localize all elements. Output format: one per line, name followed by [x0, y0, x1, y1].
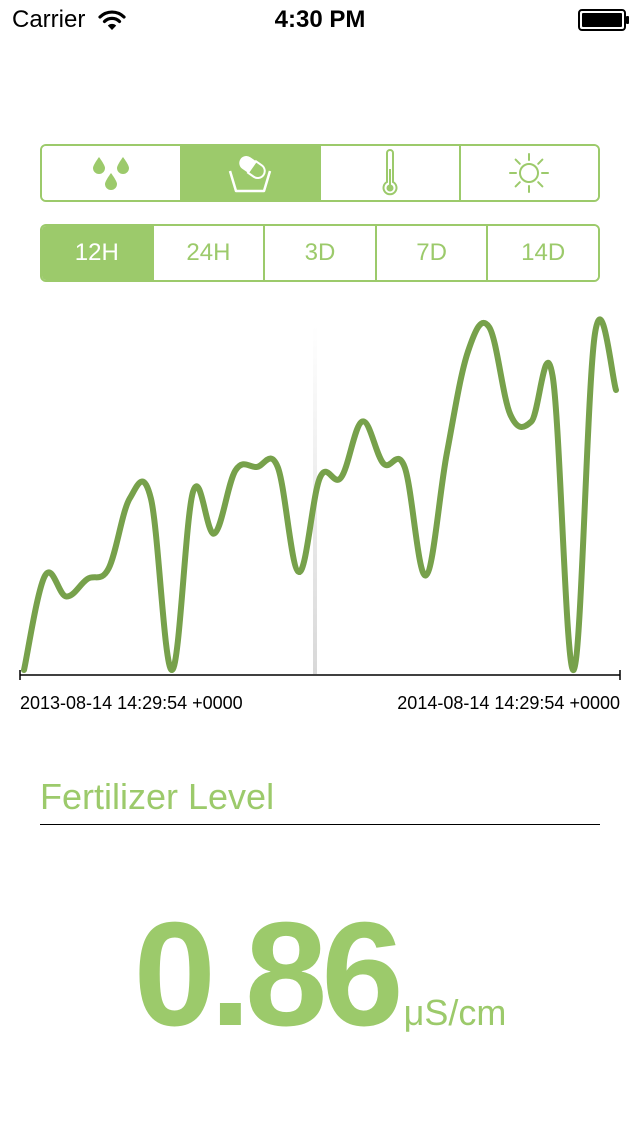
tab-range-7d[interactable]: 7D	[376, 226, 489, 280]
tab-range-12h[interactable]: 12H	[42, 226, 154, 280]
sensor-selector	[40, 144, 600, 202]
time-range-selector: 12H 24H 3D 7D 14D	[40, 224, 600, 282]
fertilizer-pill-icon	[229, 155, 272, 193]
tab-range-14d[interactable]: 14D	[488, 226, 598, 280]
tab-range-3d[interactable]: 3D	[265, 226, 377, 280]
fertilizer-chart[interactable]	[0, 296, 640, 696]
metric-divider	[40, 824, 600, 825]
reading: 0.86 μS/cm	[0, 900, 640, 1050]
tab-moisture[interactable]	[42, 146, 182, 200]
chart-x-end-label: 2014-08-14 14:29:54 +0000	[397, 693, 620, 713]
reading-unit: μS/cm	[403, 992, 507, 1033]
tab-fertilizer[interactable]	[181, 146, 321, 200]
chart-series-line	[21, 316, 619, 674]
tab-range-24h[interactable]: 24H	[153, 226, 266, 280]
water-drops-icon	[92, 157, 129, 190]
battery-icon	[578, 9, 629, 31]
reading-value: 0.86	[133, 892, 404, 1057]
metric-title: Fertilizer Level	[40, 776, 275, 817]
tab-temperature[interactable]	[321, 146, 461, 200]
tab-light[interactable]	[460, 146, 598, 200]
carrier-label: Carrier	[12, 6, 86, 33]
status-time: 4:30 PM	[274, 6, 366, 33]
chart-x-start-label: 2013-08-14 14:29:54 +0000	[20, 693, 243, 713]
sun-icon	[509, 153, 550, 193]
wifi-icon	[98, 10, 126, 30]
thermometer-icon	[382, 149, 398, 196]
status-bar: Carrier 4:30 PM	[0, 0, 640, 40]
